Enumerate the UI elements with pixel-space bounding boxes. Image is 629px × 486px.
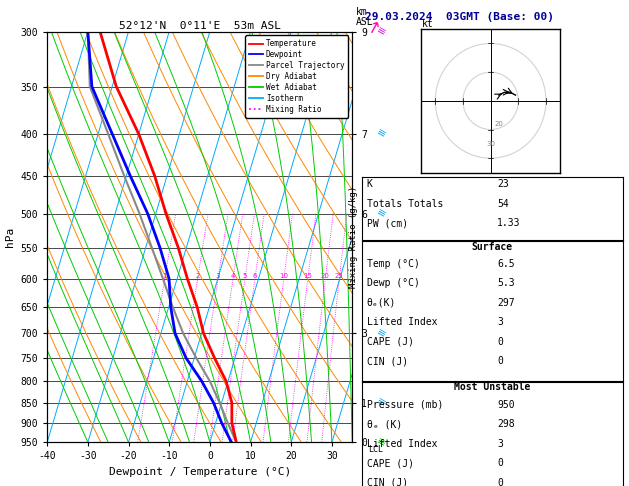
Text: 0: 0 (497, 458, 503, 469)
Text: 2: 2 (196, 273, 200, 278)
Text: 29.03.2024  03GMT (Base: 00): 29.03.2024 03GMT (Base: 00) (365, 12, 554, 22)
Text: Mixing Ratio (g/kg): Mixing Ratio (g/kg) (349, 186, 358, 288)
Text: K: K (367, 179, 372, 190)
Text: Most Unstable: Most Unstable (454, 382, 530, 393)
Text: CAPE (J): CAPE (J) (367, 337, 414, 347)
Text: 1: 1 (162, 273, 167, 278)
Text: 1.33: 1.33 (497, 218, 520, 228)
Text: 6.5: 6.5 (497, 259, 515, 269)
Text: Lifted Index: Lifted Index (367, 439, 437, 449)
Text: θₑ(K): θₑ(K) (367, 298, 396, 308)
Text: 20: 20 (321, 273, 330, 278)
Text: 3: 3 (497, 317, 503, 328)
Text: kt: kt (421, 19, 433, 29)
X-axis label: Dewpoint / Temperature (°C): Dewpoint / Temperature (°C) (109, 467, 291, 477)
Text: Pressure (mb): Pressure (mb) (367, 400, 443, 410)
Text: 297: 297 (497, 298, 515, 308)
Title: 52°12'N  0°11'E  53m ASL: 52°12'N 0°11'E 53m ASL (119, 21, 281, 31)
Text: 10: 10 (279, 273, 288, 278)
Text: ≡: ≡ (374, 327, 387, 340)
Text: 0: 0 (497, 337, 503, 347)
Text: 30: 30 (486, 141, 495, 147)
Text: 3: 3 (497, 439, 503, 449)
Text: CAPE (J): CAPE (J) (367, 458, 414, 469)
Text: θₑ (K): θₑ (K) (367, 419, 402, 430)
Text: Totals Totals: Totals Totals (367, 199, 443, 209)
Text: CIN (J): CIN (J) (367, 478, 408, 486)
Text: ≡: ≡ (374, 435, 387, 449)
Text: 54: 54 (497, 199, 509, 209)
Text: 15: 15 (303, 273, 312, 278)
Text: ↗: ↗ (365, 16, 383, 37)
Text: Temp (°C): Temp (°C) (367, 259, 420, 269)
Text: ≡: ≡ (374, 207, 387, 220)
Text: ≡: ≡ (374, 25, 387, 38)
Legend: Temperature, Dewpoint, Parcel Trajectory, Dry Adiabat, Wet Adiabat, Isotherm, Mi: Temperature, Dewpoint, Parcel Trajectory… (245, 35, 348, 118)
Text: 6: 6 (253, 273, 257, 278)
Text: ≡: ≡ (374, 127, 387, 141)
Text: CIN (J): CIN (J) (367, 356, 408, 366)
Text: Lifted Index: Lifted Index (367, 317, 437, 328)
Text: 5.3: 5.3 (497, 278, 515, 289)
Text: Dewp (°C): Dewp (°C) (367, 278, 420, 289)
Text: 0: 0 (497, 478, 503, 486)
Text: 4: 4 (231, 273, 235, 278)
Text: 5: 5 (243, 273, 247, 278)
Text: 950: 950 (497, 400, 515, 410)
Text: 0: 0 (497, 356, 503, 366)
Text: 25: 25 (335, 273, 343, 278)
Text: km
ASL: km ASL (355, 7, 373, 27)
Text: LCL: LCL (368, 445, 383, 454)
Text: PW (cm): PW (cm) (367, 218, 408, 228)
Text: 3: 3 (216, 273, 220, 278)
Text: 298: 298 (497, 419, 515, 430)
Text: 20: 20 (494, 121, 503, 127)
Y-axis label: hPa: hPa (5, 227, 15, 247)
Text: ≡: ≡ (374, 396, 387, 409)
Text: 23: 23 (497, 179, 509, 190)
Text: Surface: Surface (472, 242, 513, 252)
